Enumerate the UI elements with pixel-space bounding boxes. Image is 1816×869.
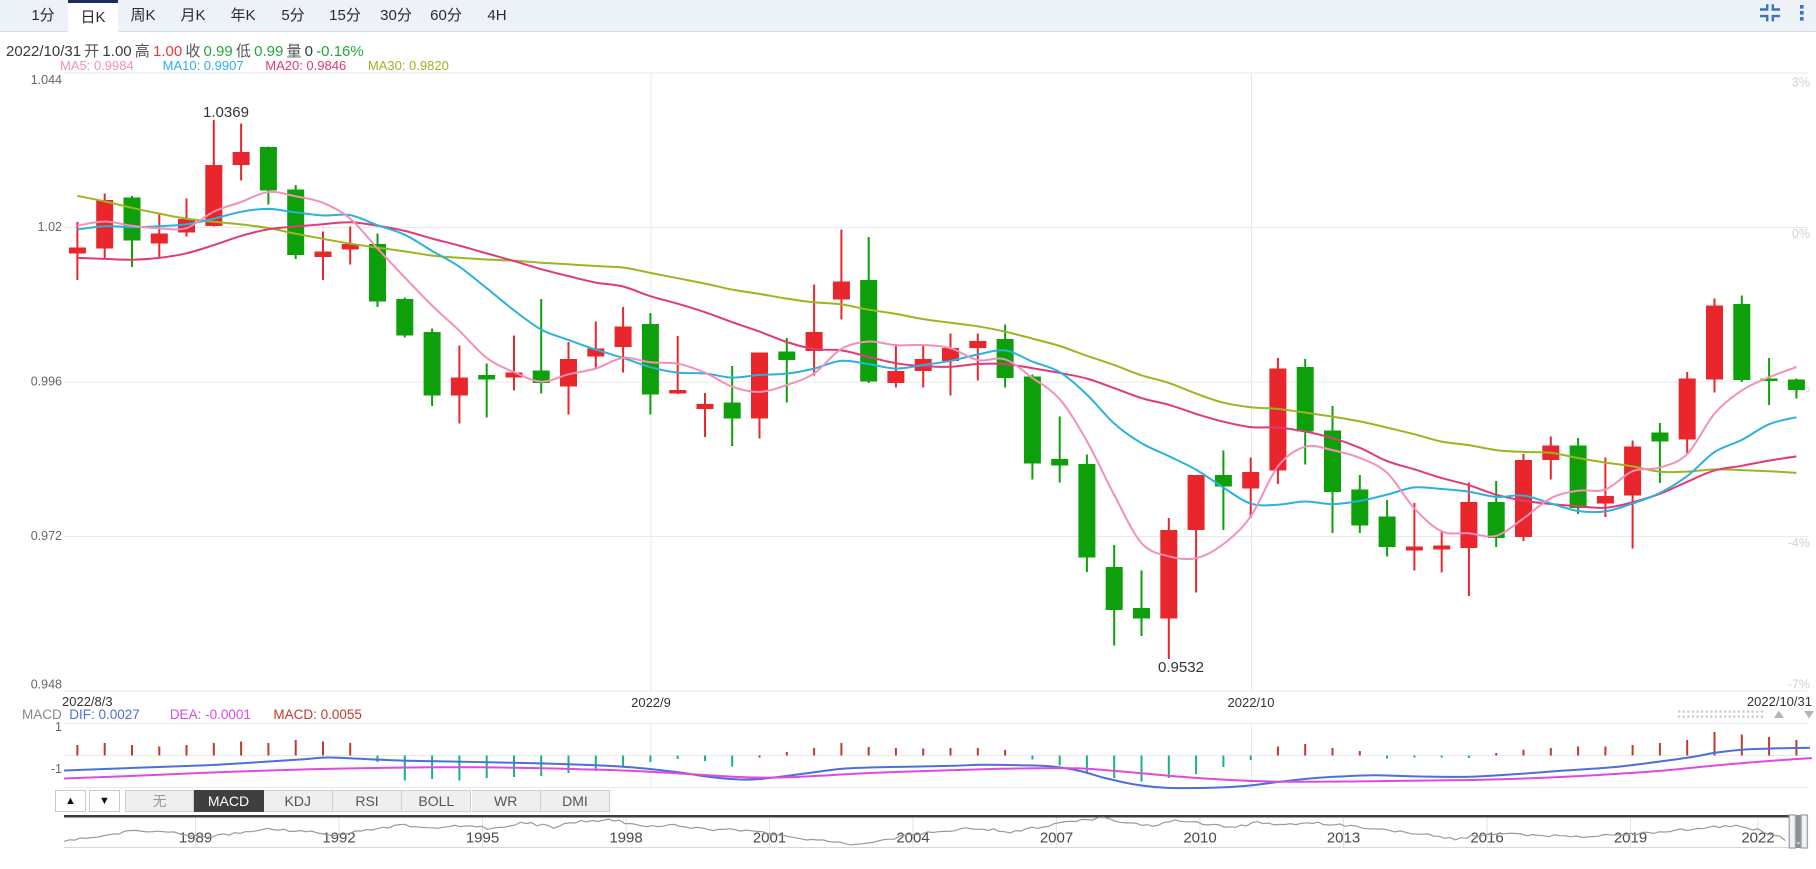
svg-text:1: 1 bbox=[55, 720, 62, 734]
svg-text:2007: 2007 bbox=[1040, 830, 1073, 847]
svg-text:0.9532: 0.9532 bbox=[1158, 659, 1204, 676]
svg-text:0.996: 0.996 bbox=[31, 374, 62, 388]
svg-text:1998: 1998 bbox=[609, 830, 642, 847]
svg-text:0.948: 0.948 bbox=[31, 677, 62, 691]
svg-text:2016: 2016 bbox=[1470, 830, 1503, 847]
svg-text:1.044: 1.044 bbox=[31, 73, 62, 87]
svg-text:-7%: -7% bbox=[1788, 677, 1810, 691]
svg-text:2022/10: 2022/10 bbox=[1228, 695, 1275, 710]
svg-text:1992: 1992 bbox=[322, 830, 355, 847]
svg-text:1.02: 1.02 bbox=[38, 220, 62, 234]
svg-text:2022: 2022 bbox=[1741, 830, 1774, 847]
svg-text:3%: 3% bbox=[1792, 75, 1810, 89]
svg-text:0%: 0% bbox=[1792, 227, 1810, 241]
svg-text:2001: 2001 bbox=[753, 830, 786, 847]
svg-text:2004: 2004 bbox=[896, 830, 929, 847]
svg-text:1.0369: 1.0369 bbox=[203, 104, 249, 121]
svg-text:-1: -1 bbox=[51, 762, 62, 776]
svg-text:2022/10/31: 2022/10/31 bbox=[1747, 694, 1812, 709]
svg-text:1995: 1995 bbox=[466, 830, 499, 847]
svg-text:2022/9: 2022/9 bbox=[631, 695, 671, 710]
svg-text:-4%: -4% bbox=[1788, 536, 1810, 550]
svg-text:1989: 1989 bbox=[179, 830, 212, 847]
svg-text:2022/8/3: 2022/8/3 bbox=[62, 694, 113, 709]
svg-text:2013: 2013 bbox=[1327, 830, 1360, 847]
svg-text:2010: 2010 bbox=[1183, 830, 1216, 847]
svg-text:0.972: 0.972 bbox=[31, 529, 62, 543]
